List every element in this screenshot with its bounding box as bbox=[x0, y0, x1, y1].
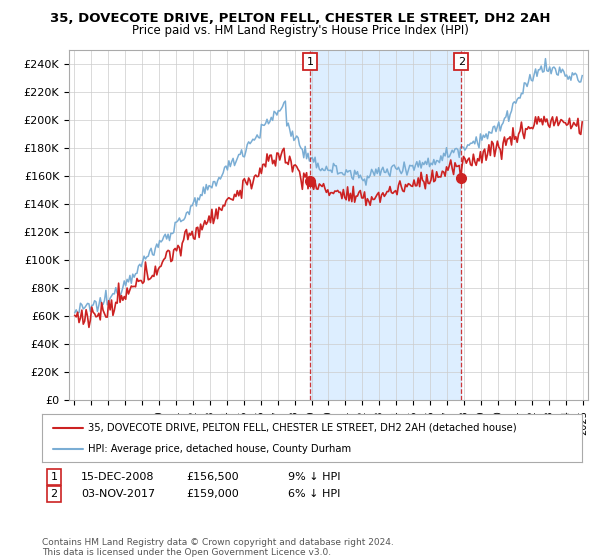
Text: HPI: Average price, detached house, County Durham: HPI: Average price, detached house, Coun… bbox=[88, 444, 351, 454]
Text: 1: 1 bbox=[307, 57, 314, 67]
Text: 15-DEC-2008: 15-DEC-2008 bbox=[81, 472, 155, 482]
Text: 2: 2 bbox=[458, 57, 465, 67]
Text: £159,000: £159,000 bbox=[186, 489, 239, 499]
Text: Price paid vs. HM Land Registry's House Price Index (HPI): Price paid vs. HM Land Registry's House … bbox=[131, 24, 469, 36]
Text: 9% ↓ HPI: 9% ↓ HPI bbox=[288, 472, 341, 482]
Text: 03-NOV-2017: 03-NOV-2017 bbox=[81, 489, 155, 499]
Text: 35, DOVECOTE DRIVE, PELTON FELL, CHESTER LE STREET, DH2 2AH: 35, DOVECOTE DRIVE, PELTON FELL, CHESTER… bbox=[50, 12, 550, 25]
Bar bbox=[310, 50, 461, 400]
Text: 35, DOVECOTE DRIVE, PELTON FELL, CHESTER LE STREET, DH2 2AH (detached house): 35, DOVECOTE DRIVE, PELTON FELL, CHESTER… bbox=[88, 423, 517, 433]
Text: 2: 2 bbox=[50, 489, 58, 499]
Text: £156,500: £156,500 bbox=[186, 472, 239, 482]
Text: 6% ↓ HPI: 6% ↓ HPI bbox=[288, 489, 340, 499]
Text: 1: 1 bbox=[50, 472, 58, 482]
Text: Contains HM Land Registry data © Crown copyright and database right 2024.
This d: Contains HM Land Registry data © Crown c… bbox=[42, 538, 394, 557]
